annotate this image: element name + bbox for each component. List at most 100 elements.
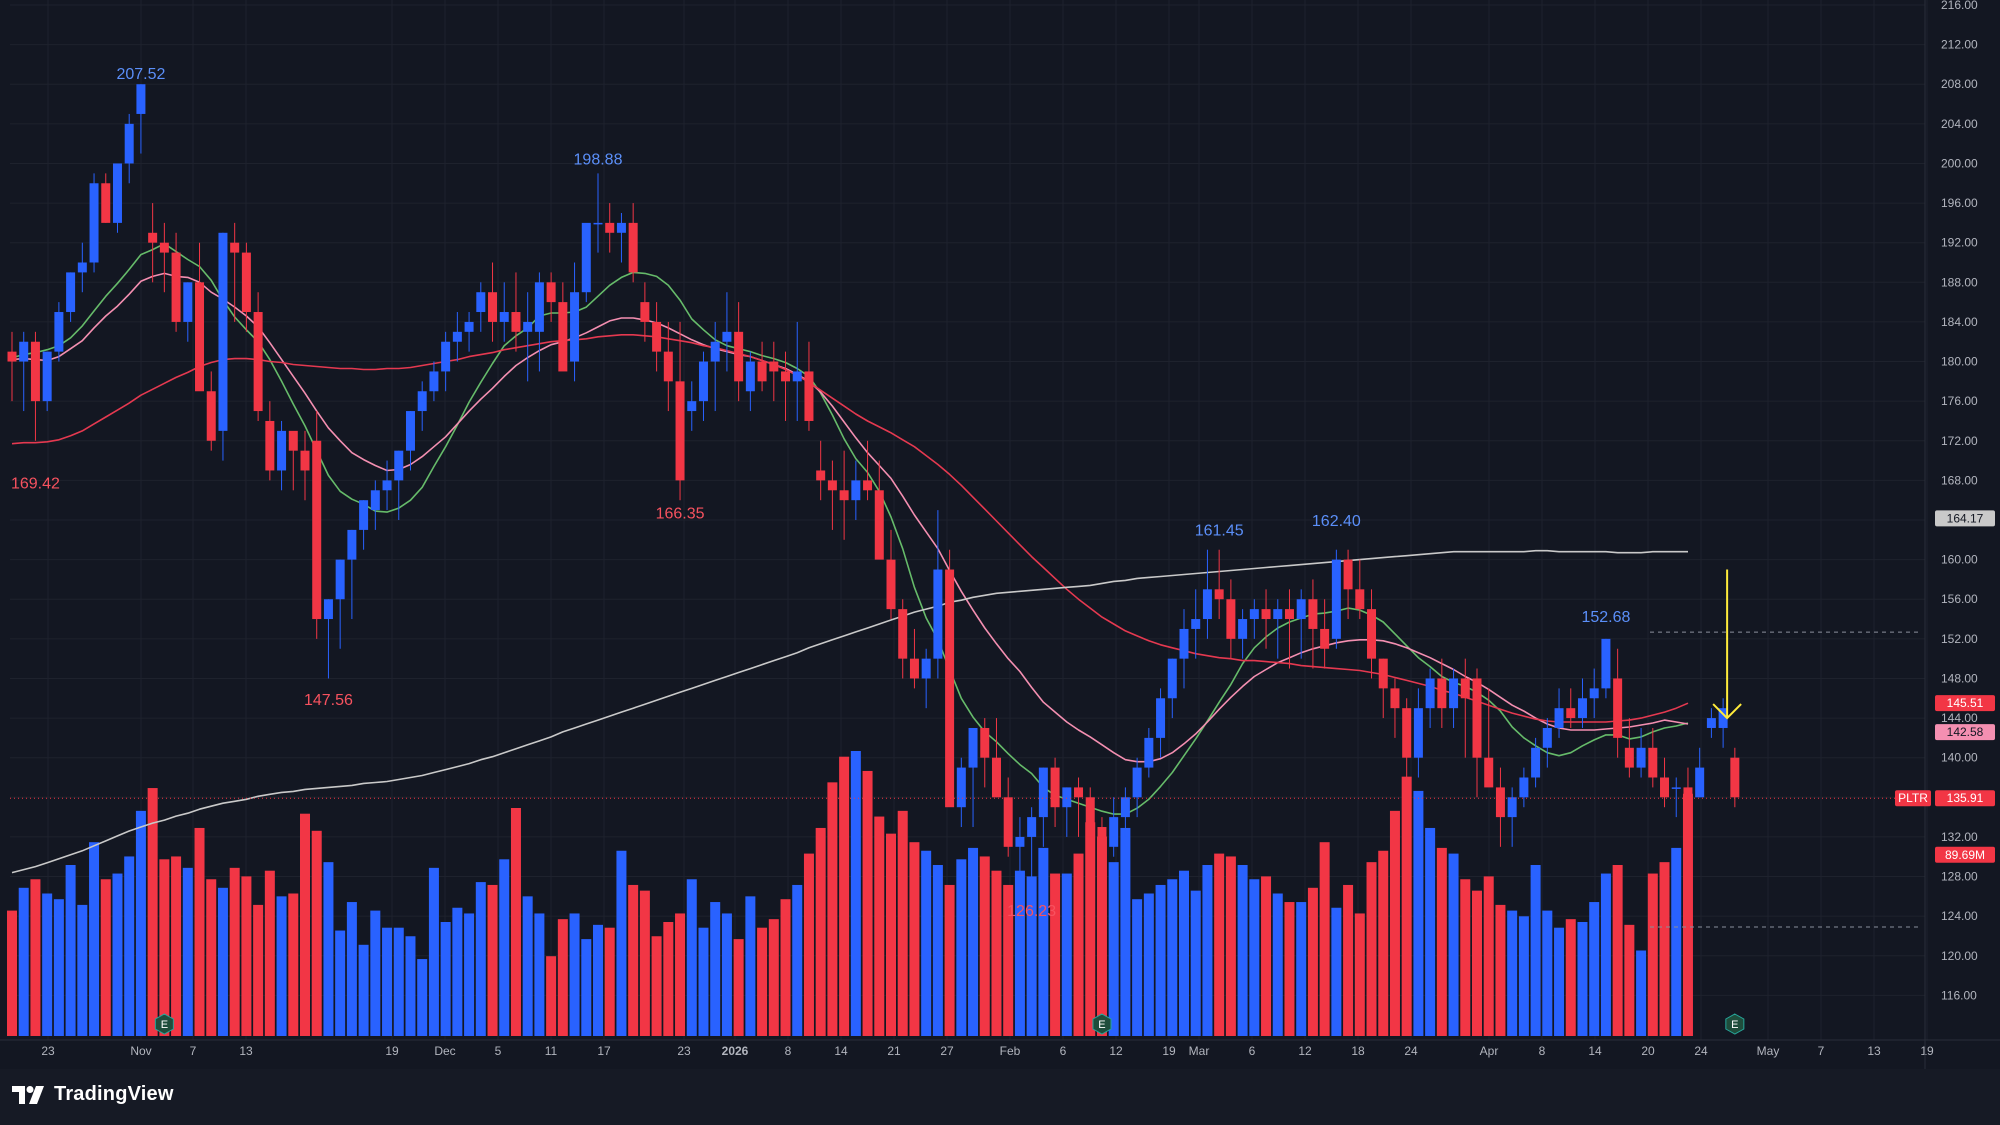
candle-body xyxy=(253,312,263,412)
volume-bar xyxy=(1413,790,1424,1036)
volume-bar xyxy=(651,936,662,1036)
symbol-label-bg xyxy=(1895,790,1931,807)
price-annotation: 126.23 xyxy=(1007,903,1056,920)
volume-bar xyxy=(241,876,252,1036)
volume-bar xyxy=(89,842,100,1036)
candle-body xyxy=(1214,589,1224,600)
y-tick-label: 188.00 xyxy=(1941,275,1978,289)
volume-bar xyxy=(1073,853,1084,1036)
candle-body xyxy=(1577,698,1587,719)
volume-bar xyxy=(1237,865,1248,1036)
price-label: 135.91 xyxy=(1947,791,1984,805)
x-tick-label: 18 xyxy=(1351,1044,1365,1058)
volume-bar xyxy=(487,884,498,1036)
x-tick-label: Nov xyxy=(130,1044,151,1058)
volume-bar xyxy=(897,810,908,1036)
candle-body xyxy=(1097,827,1107,847)
candle-body xyxy=(675,381,685,481)
volume-bar xyxy=(909,842,920,1036)
candle-body xyxy=(1331,559,1341,639)
y-tick-label: 212.00 xyxy=(1941,38,1978,52)
earnings-label: E xyxy=(161,1019,168,1031)
candle-body xyxy=(464,321,474,332)
volume-bar xyxy=(557,919,568,1036)
y-tick-label: 132.00 xyxy=(1941,830,1978,844)
y-tick-label: 140.00 xyxy=(1941,751,1978,765)
volume-bar xyxy=(77,904,88,1036)
moving-average-line xyxy=(11,272,1689,763)
candle-body xyxy=(640,302,650,322)
volume-bar xyxy=(1401,776,1412,1036)
price-annotation: 147.56 xyxy=(304,692,353,709)
x-tick-label: 7 xyxy=(190,1044,197,1058)
x-tick-label: 2026 xyxy=(722,1044,749,1058)
candle-body xyxy=(710,341,720,362)
signal-arrow-icon xyxy=(1712,569,1742,720)
volume-bar xyxy=(1366,862,1377,1036)
candle-body xyxy=(745,361,755,392)
y-tick-label: 120.00 xyxy=(1941,949,1978,963)
candle-body xyxy=(288,430,298,451)
volume-bar xyxy=(475,882,486,1036)
price-annotation: 207.52 xyxy=(116,66,165,83)
candle-body xyxy=(1320,628,1330,649)
volume-layer xyxy=(7,751,1693,1036)
x-tick-label: Feb xyxy=(1000,1044,1021,1058)
volume-bar xyxy=(1507,910,1518,1036)
y-tick-label: 116.00 xyxy=(1941,988,1977,1002)
candle-body xyxy=(769,361,779,372)
candle-body xyxy=(476,292,486,313)
price-label-bg xyxy=(1935,510,1995,527)
volume-bar xyxy=(1108,862,1119,1036)
price-label: 164.17 xyxy=(1947,511,1984,525)
candle-body xyxy=(628,222,638,273)
candle-body xyxy=(1554,708,1564,728)
moving-average-line xyxy=(11,549,1688,874)
volume-bar xyxy=(30,879,41,1036)
candle-body xyxy=(19,341,29,362)
candle-body xyxy=(757,361,767,382)
volume-bar xyxy=(464,913,475,1036)
volume-bar xyxy=(1483,876,1494,1036)
volume-bar xyxy=(1636,950,1647,1036)
candle-body xyxy=(1179,628,1189,659)
y-tick-label: 192.00 xyxy=(1941,236,1978,250)
volume-bar xyxy=(311,830,322,1036)
candle-body xyxy=(687,401,697,412)
candle-body xyxy=(1449,678,1459,709)
volume-bar xyxy=(417,959,428,1036)
candles-layer xyxy=(7,84,1740,877)
candle-body xyxy=(7,351,17,362)
volume-bar xyxy=(1600,873,1611,1036)
x-tick-label: 23 xyxy=(41,1044,55,1058)
volume-bar xyxy=(1249,879,1260,1036)
volume-bar xyxy=(968,847,979,1036)
volume-bar xyxy=(1354,913,1365,1036)
volume-bar xyxy=(768,919,779,1036)
candle-body xyxy=(534,282,544,332)
candle-body xyxy=(300,450,310,471)
y-tick-label: 216.00 xyxy=(1941,0,1978,12)
candle-body xyxy=(1613,678,1623,738)
candle-body xyxy=(1425,678,1435,709)
candle-body xyxy=(827,480,837,491)
volume-bar xyxy=(710,902,721,1036)
y-tick-label: 184.00 xyxy=(1941,315,1978,329)
candle-body xyxy=(616,222,626,233)
candle-body xyxy=(1202,589,1212,620)
candle-body xyxy=(206,391,216,441)
candle-body xyxy=(42,351,52,402)
candle-body xyxy=(1706,718,1716,728)
earnings-icon xyxy=(1725,1013,1745,1035)
candle-body xyxy=(148,232,158,243)
volume-bar xyxy=(686,879,697,1036)
volume-bar xyxy=(346,902,357,1036)
candle-body xyxy=(1730,757,1740,798)
tradingview-brand[interactable]: TradingView xyxy=(12,1083,174,1106)
footer-bar xyxy=(0,1069,2000,1125)
chart-canvas[interactable]: 216.00 212.00 208.00 204.00 200.00 196.00 192.… xyxy=(0,0,2000,1069)
candle-body xyxy=(1050,767,1060,808)
y-tick-label: 200.00 xyxy=(1941,156,1978,170)
candle-body xyxy=(886,559,896,610)
x-tick-label: 14 xyxy=(834,1044,848,1058)
